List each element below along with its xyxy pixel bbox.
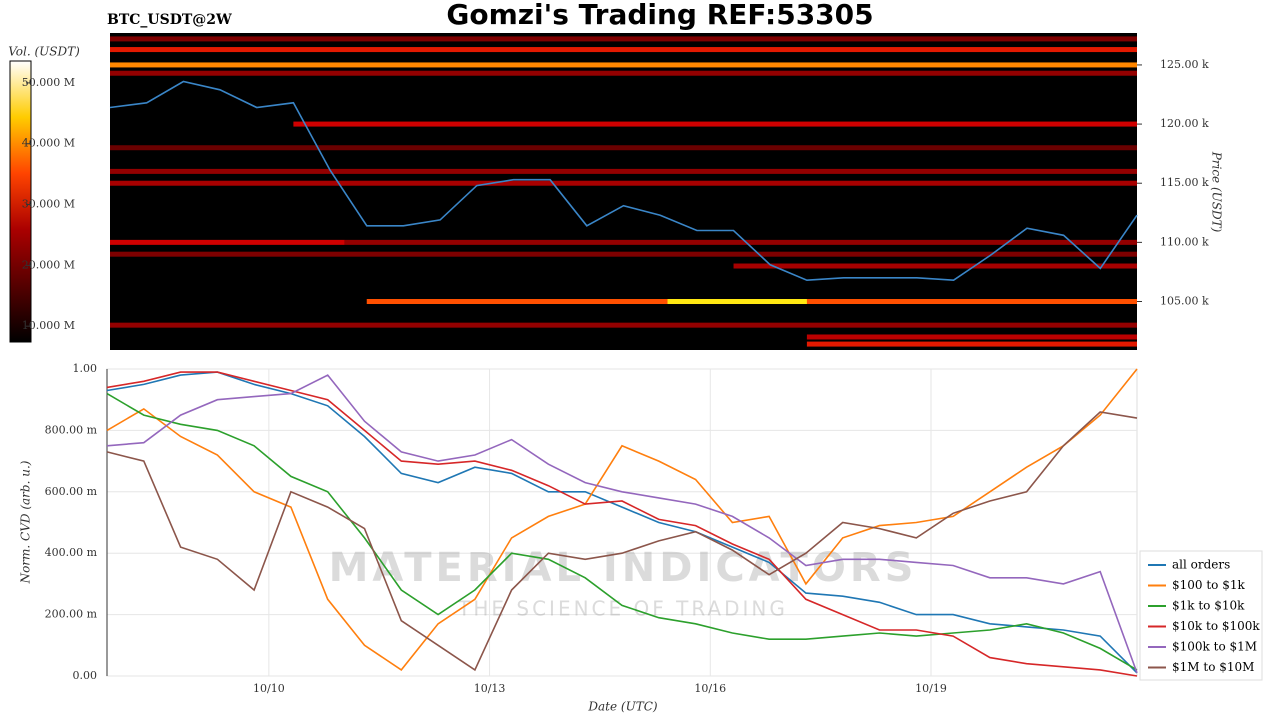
heat-band [110, 47, 1137, 53]
subtitle: BTC_USDT@2W [107, 12, 232, 28]
colorbar [9, 60, 32, 343]
series-line [109, 80, 1138, 282]
series-line [106, 368, 1138, 671]
heat-band [344, 239, 1137, 245]
series-line [106, 392, 1138, 671]
legend-label: $1M to $10M [1172, 660, 1254, 674]
y-tick-label: 105.00 k [1160, 295, 1209, 308]
heat-band [110, 251, 1137, 257]
watermark: MATERIAL INDICATORS [329, 545, 918, 591]
heat-band [110, 145, 1137, 151]
series-line [106, 374, 1138, 674]
heat-band [806, 334, 1137, 340]
y-tick-label: 600.00 m [45, 485, 98, 498]
legend-label: $10k to $100k [1172, 619, 1260, 633]
y-tick-label: 800.00 m [45, 423, 98, 436]
heat-band [110, 62, 1137, 68]
chart-title: Gomzi's Trading REF:53305 [446, 0, 873, 31]
y-axis-label: Norm. CVD (arb. u.) [19, 460, 33, 584]
heatmap-background [110, 33, 1137, 350]
heat-band [667, 299, 807, 305]
heat-band [110, 180, 1137, 186]
legend-label: all orders [1172, 558, 1230, 572]
colorbar-tick-label: 10.000 M [22, 319, 75, 332]
colorbar-tick-label: 40.000 M [22, 137, 75, 150]
legend-label: $100k to $1M [1172, 640, 1257, 654]
legend-label: $1k to $10k [1172, 599, 1245, 613]
y-tick-label: 1.00 [73, 362, 98, 375]
y-tick-label: 110.00 k [1160, 235, 1209, 248]
heat-band [110, 70, 1137, 76]
colorbar-tick-label: 50.000 M [22, 76, 75, 89]
y-axis-label: Price (USDT) [1210, 151, 1224, 233]
x-tick-label: 10/16 [694, 682, 726, 695]
x-axis-label: Date (UTC) [587, 700, 657, 714]
y-tick-label: 115.00 k [1160, 176, 1209, 189]
y-tick-label: 0.00 [73, 669, 98, 682]
heat-band [110, 239, 345, 245]
series-line [106, 411, 1138, 672]
heat-band [733, 263, 1137, 269]
colorbar-tick-label: 30.000 M [22, 198, 75, 211]
colorbar-tick-label: 20.000 M [22, 258, 75, 271]
watermark: THE SCIENCE OF TRADING [457, 597, 788, 621]
colorbar-label: Vol. (USDT) [8, 45, 80, 59]
heat-band [110, 168, 1137, 174]
x-tick-label: 10/10 [253, 682, 285, 695]
heat-band [110, 36, 1137, 42]
heat-band [806, 341, 1137, 347]
y-tick-label: 125.00 k [1160, 58, 1209, 71]
y-tick-label: 400.00 m [45, 546, 98, 559]
x-tick-label: 10/19 [915, 682, 947, 695]
y-tick-label: 200.00 m [45, 608, 98, 621]
series-line [106, 371, 1138, 674]
legend-box [1139, 550, 1263, 681]
y-tick-label: 120.00 k [1160, 117, 1209, 130]
x-tick-label: 10/13 [474, 682, 506, 695]
series-line [106, 371, 1138, 677]
heat-band [110, 322, 1137, 328]
heat-band [293, 121, 1138, 127]
legend-label: $100 to $1k [1172, 578, 1245, 592]
